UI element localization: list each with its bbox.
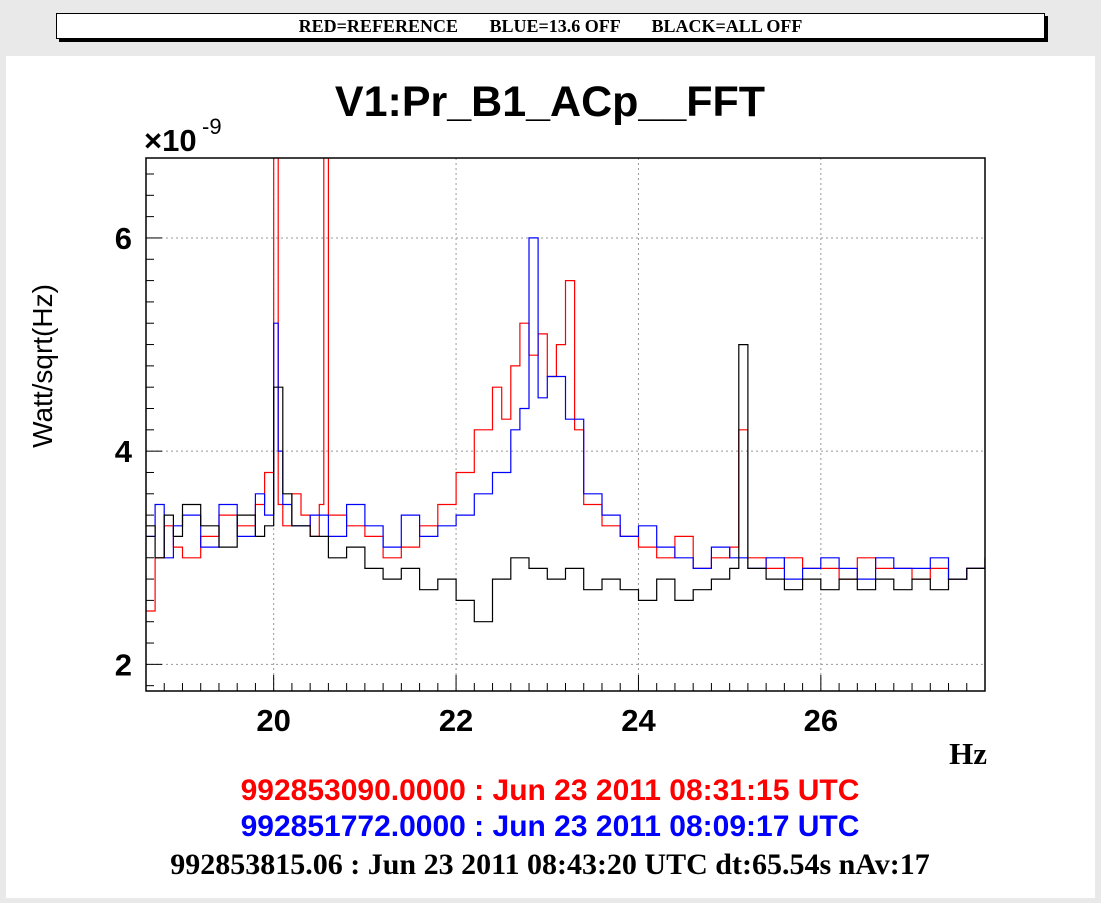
series-line-1 <box>146 237 985 580</box>
blue-timestamp: 992851772.0000 : Jun 23 2011 08:09:17 UT… <box>241 810 860 843</box>
chart-title: V1:Pr_B1_ACp__FFT <box>335 78 765 126</box>
x-tick-label: 22 <box>439 703 473 738</box>
series-line-0 <box>146 158 985 612</box>
plot-canvas: V1:Pr_B1_ACp__FFT 20 22 24 26 2 4 6 ×10 -9 Wat… <box>6 56 1095 898</box>
y-multiplier: ×10 -9 <box>144 114 222 158</box>
y-multiplier-base: ×10 <box>144 123 197 158</box>
x-tick-label: 20 <box>256 703 290 738</box>
y-tick-label: 2 <box>115 647 132 682</box>
legend-banner: RED=REFERENCE BLUE=13.6 OFF BLACK=ALL OF… <box>56 13 1045 39</box>
x-tick-label: 24 <box>621 703 656 738</box>
grid-lines <box>146 158 985 691</box>
x-tick-label: 26 <box>804 703 838 738</box>
y-axis-label: Watt/sqrt(Hz) <box>27 284 58 448</box>
y-multiplier-exponent: -9 <box>202 114 222 139</box>
y-tick-label: 4 <box>115 434 133 469</box>
y-tick-label: 6 <box>115 221 132 256</box>
series-line-2 <box>146 344 985 623</box>
reference-timestamp: 992853090.0000 : Jun 23 2011 08:31:15 UT… <box>241 774 860 807</box>
series-group <box>146 158 985 623</box>
current-timestamp: 992853815.06 : Jun 23 2011 08:43:20 UTC … <box>170 848 929 881</box>
x-axis-label: Hz <box>949 736 987 771</box>
